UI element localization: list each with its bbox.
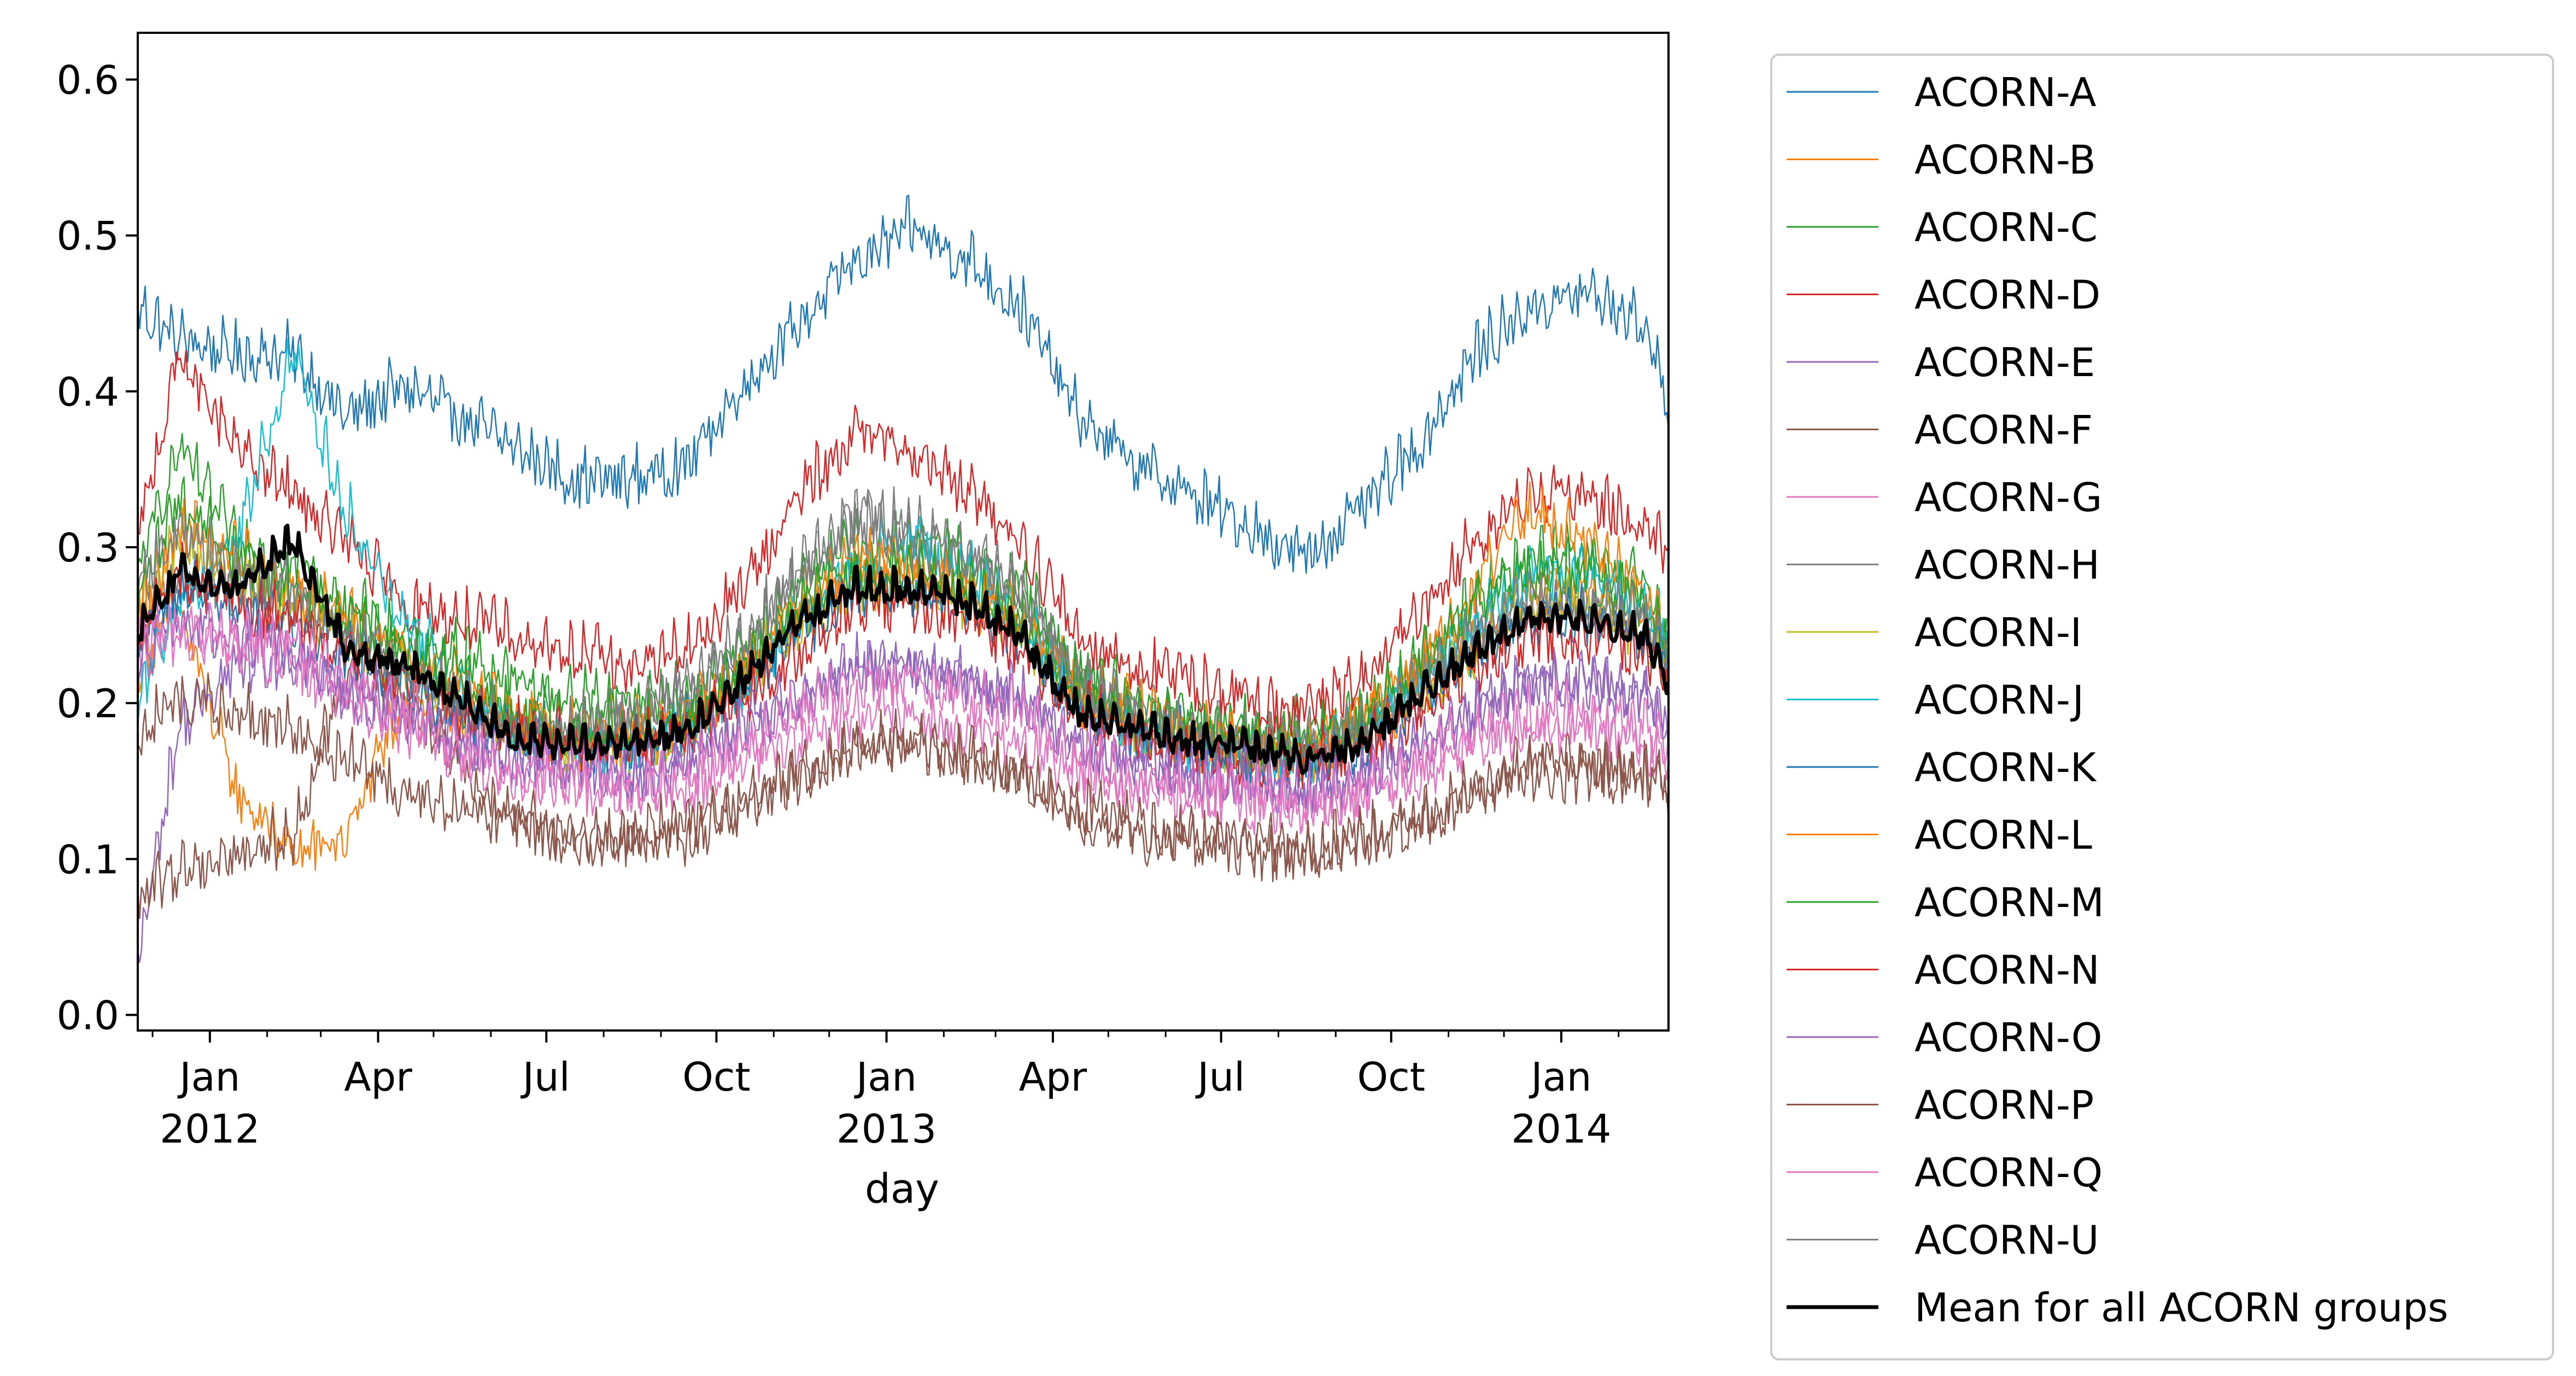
y-tick-label: 0.2 bbox=[56, 681, 119, 727]
x-axis: Jan 2012 Apr Jul Oct Jan 2013 Apr Jul Oct Jan 2014 bbox=[151, 1030, 1620, 1152]
series-line bbox=[138, 433, 1668, 755]
legend-entry-label: ACORN-Q bbox=[1915, 1150, 2103, 1196]
series-line bbox=[138, 195, 1668, 574]
legend-entry-label: ACORN-F bbox=[1915, 407, 2093, 453]
series-line bbox=[138, 596, 1668, 833]
x-axis-label: day bbox=[865, 1166, 939, 1213]
y-tick-label: 0.1 bbox=[56, 836, 119, 882]
legend-entry-label: Mean for all ACORN groups bbox=[1915, 1285, 2448, 1331]
series-line bbox=[138, 350, 1668, 737]
series-line bbox=[138, 523, 1668, 775]
y-axis: 0.0 0.1 0.2 0.3 0.4 0.5 0.6 bbox=[56, 57, 138, 1038]
legend-entry-label: ACORN-K bbox=[1915, 745, 2097, 791]
x-tick-label: Oct bbox=[1357, 1054, 1426, 1100]
series-line bbox=[138, 630, 1668, 963]
x-tick-label: Jan bbox=[854, 1054, 917, 1100]
x-tick-year-label: 2012 bbox=[160, 1106, 260, 1152]
legend-entry-label: ACORN-L bbox=[1915, 812, 2092, 858]
legend-entry-label: ACORN-D bbox=[1915, 272, 2100, 318]
legend-entry-label: ACORN-N bbox=[1915, 947, 2100, 993]
legend-entry-label: ACORN-B bbox=[1915, 137, 2096, 183]
legend-entry-label: ACORN-A bbox=[1915, 69, 2096, 115]
series-line bbox=[138, 673, 1668, 877]
series-layer bbox=[138, 195, 1668, 963]
x-tick-label: Jul bbox=[1195, 1054, 1245, 1100]
x-tick-label: Jul bbox=[520, 1054, 570, 1100]
x-tick-label: Jan bbox=[177, 1054, 240, 1100]
series-line bbox=[138, 481, 1668, 771]
legend-entry-label: ACORN-P bbox=[1915, 1082, 2094, 1128]
x-tick-label: Oct bbox=[682, 1054, 751, 1100]
y-tick-label: 0.4 bbox=[56, 369, 119, 415]
y-tick-label: 0.6 bbox=[56, 57, 119, 103]
x-tick-label: Jan bbox=[1529, 1054, 1591, 1100]
axes-frame bbox=[137, 32, 1670, 1032]
legend: ACORN-A ACORN-B ACORN-C ACORN-D ACORN-E ACORN… bbox=[1770, 54, 2554, 1361]
legend-entry-label: ACORN-U bbox=[1915, 1217, 2099, 1263]
legend-box bbox=[1770, 54, 2554, 1361]
legend-entry-label: ACORN-H bbox=[1915, 542, 2100, 588]
legend-entry-label: ACORN-G bbox=[1915, 475, 2102, 520]
series-line bbox=[138, 541, 1668, 789]
legend-entry-label: ACORN-M bbox=[1915, 880, 2104, 926]
legend-entry-label: ACORN-J bbox=[1915, 677, 2084, 723]
y-tick-label: 0.0 bbox=[56, 992, 119, 1038]
series-line bbox=[138, 493, 1668, 774]
y-tick-label: 0.5 bbox=[56, 213, 119, 259]
y-tick-label: 0.3 bbox=[56, 525, 119, 571]
legend-entry-label: ACORN-C bbox=[1915, 204, 2098, 250]
x-tick-label: Apr bbox=[344, 1054, 412, 1100]
legend-entry-label: ACORN-E bbox=[1915, 339, 2095, 385]
legend-entry-label: ACORN-O bbox=[1915, 1015, 2102, 1061]
x-tick-year-label: 2014 bbox=[1511, 1106, 1611, 1152]
legend-entry-label: ACORN-I bbox=[1915, 610, 2082, 655]
x-tick-year-label: 2013 bbox=[836, 1106, 936, 1152]
x-tick-label: Apr bbox=[1019, 1054, 1087, 1100]
series-line bbox=[138, 600, 1668, 819]
